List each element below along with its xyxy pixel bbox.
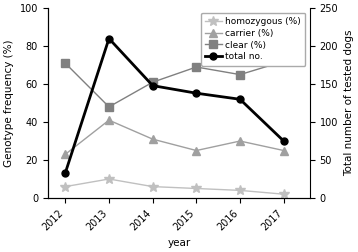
homozygous (%): [63, 185, 67, 188]
Y-axis label: Genotype frequency (%): Genotype frequency (%): [4, 39, 14, 167]
homozygous (%): [107, 177, 111, 180]
Line: carrier (%): carrier (%): [62, 116, 287, 158]
homozygous (%): [150, 185, 155, 188]
total no.: [238, 98, 242, 101]
total no.: [194, 92, 198, 95]
Legend: homozygous (%), carrier (%), clear (%), total no.: homozygous (%), carrier (%), clear (%), …: [201, 13, 305, 66]
Line: total no.: total no.: [62, 35, 287, 176]
carrier (%): [238, 140, 242, 143]
homozygous (%): [282, 193, 286, 196]
clear (%): [107, 105, 111, 108]
clear (%): [63, 62, 67, 65]
total no.: [63, 171, 67, 174]
carrier (%): [194, 149, 198, 152]
total no.: [282, 140, 286, 143]
carrier (%): [107, 119, 111, 122]
clear (%): [194, 66, 198, 69]
clear (%): [238, 73, 242, 76]
X-axis label: year: year: [167, 238, 190, 248]
homozygous (%): [238, 189, 242, 192]
carrier (%): [150, 138, 155, 141]
clear (%): [150, 81, 155, 84]
carrier (%): [63, 153, 67, 156]
Line: homozygous (%): homozygous (%): [61, 174, 289, 199]
Line: clear (%): clear (%): [62, 57, 287, 111]
homozygous (%): [194, 187, 198, 190]
clear (%): [282, 60, 286, 63]
total no.: [150, 84, 155, 87]
Y-axis label: Total number of tested dogs: Total number of tested dogs: [344, 30, 354, 176]
total no.: [107, 37, 111, 40]
carrier (%): [282, 149, 286, 152]
